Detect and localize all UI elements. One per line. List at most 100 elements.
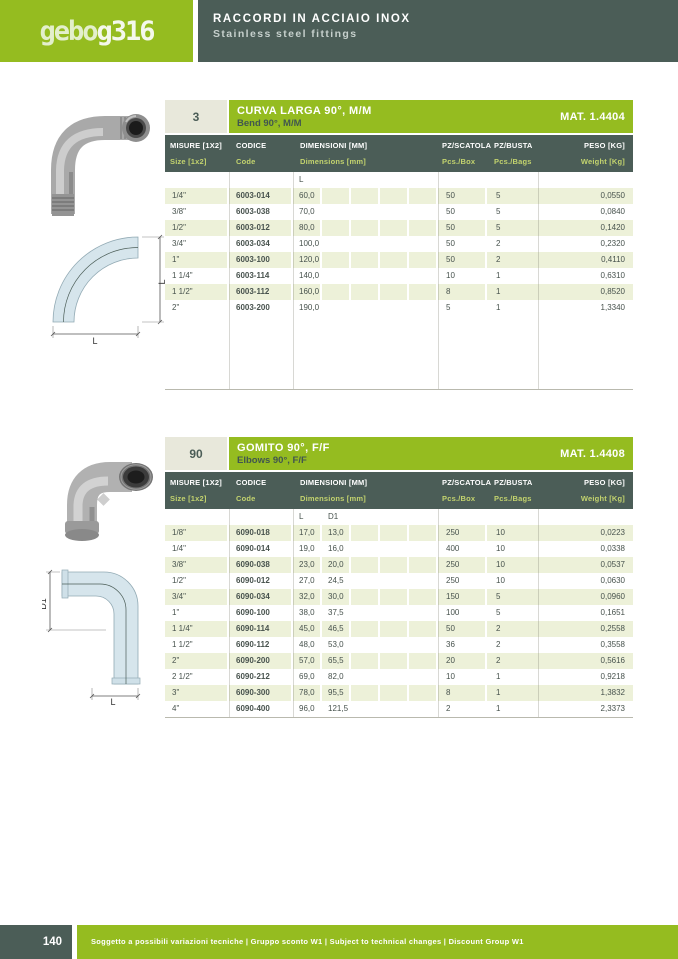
size-cell: 1/8" [165, 525, 229, 541]
dim-label-cell: L [293, 172, 322, 188]
dim-value-cell: 45,0 [293, 621, 322, 637]
table-body: L 1/4" 6003-014 60,0 50 5 0,0550 3/8" 6003-038 70… [165, 172, 633, 390]
column-header-dimensions: DIMENSIONI [MM] Dimensions [mm] [300, 141, 368, 166]
weight-cell: 1,3340 [600, 303, 625, 312]
dim-value-cell: 48,0 [293, 637, 322, 653]
bag-cell: 1 [496, 688, 501, 697]
size-cell: 1 1/2" [165, 284, 229, 300]
dim-value-cell: 30,0 [322, 589, 351, 605]
dim-value-cell [380, 685, 409, 701]
weight-cell: 0,0550 [600, 191, 625, 200]
table-body: L D1 1/8" 6090-018 17,0 13,0 250 10 0,0223 1/4" 60… [165, 509, 633, 718]
dim-value-cell: 27,0 [293, 573, 322, 589]
weight-cell: 0,9218 [600, 672, 625, 681]
size-cell [165, 509, 229, 525]
dim-value-cell: 57,0 [293, 653, 322, 669]
table-band: 90 GOMITO 90°, F/F Elbows 90°, F/F MAT. … [165, 437, 633, 470]
code-cell: 6090-212 [229, 669, 293, 685]
code-cell: 6090-012 [229, 573, 293, 589]
table-row: 1" 6003-100 120,0 50 2 0,4110 [165, 252, 633, 268]
dim-value-cell [351, 284, 380, 300]
box-cell: 2 [438, 701, 487, 717]
bend-drawing: L L [38, 222, 168, 347]
material-code: MAT. 1.4404 [560, 110, 625, 123]
size-cell: 3/8" [165, 204, 229, 220]
dim-value-cell [351, 525, 380, 541]
box-cell: 100 [438, 605, 487, 621]
dim-value-cell: 190,0 [293, 300, 322, 316]
box-cell: 50 [438, 236, 487, 252]
code-cell: 6003-012 [229, 220, 293, 236]
box-cell: 8 [438, 685, 487, 701]
dim-value-cell [351, 252, 380, 268]
dim-value-cell: 23,0 [293, 557, 322, 573]
dim-value-cell: 95,5 [322, 685, 351, 701]
size-cell: 1 1/4" [165, 268, 229, 284]
table-row: 4" 6090-400 96,0 121,5 2 1 2,3373 [165, 701, 633, 717]
box-cell: 8 [438, 284, 487, 300]
dim-value-cell [380, 557, 409, 573]
code-cell: 6090-112 [229, 637, 293, 653]
table-row: 3/4" 6090-034 32,0 30,0 150 5 0,0960 [165, 589, 633, 605]
size-cell: 1/4" [165, 188, 229, 204]
dim-value-cell: 20,0 [322, 557, 351, 573]
bend-photo [33, 92, 158, 222]
weight-cell [538, 509, 633, 525]
dim-value-cell: 96,0 [293, 701, 322, 717]
table-row: 2" 6090-200 57,0 65,5 20 2 0,5616 [165, 653, 633, 669]
dim-value-cell: 13,0 [322, 525, 351, 541]
code-cell: 6003-200 [229, 300, 293, 316]
dim-value-cell [322, 268, 351, 284]
box-cell: 10 [438, 669, 487, 685]
dim-label-cell: L [293, 509, 322, 525]
dim-value-cell [351, 653, 380, 669]
box-cell: 250 [438, 573, 487, 589]
dim-value-cell [409, 220, 438, 236]
column-divider [438, 509, 439, 717]
dim-value-cell: 160,0 [293, 284, 322, 300]
dim-value-cell [380, 637, 409, 653]
dim-value-cell [409, 188, 438, 204]
dim-value-cell [409, 637, 438, 653]
code-cell: 6003-112 [229, 284, 293, 300]
box-cell: 20 [438, 653, 487, 669]
dim-value-cell [409, 557, 438, 573]
dim-value-cell [409, 284, 438, 300]
bag-cell: 2 [496, 624, 501, 633]
dim-value-cell: 82,0 [322, 669, 351, 685]
table-title-bar: CURVA LARGA 90°, M/M Bend 90°, M/M MAT. … [229, 100, 633, 133]
table-title-english: Elbows 90°, F/F [237, 454, 307, 466]
dim-value-cell [351, 605, 380, 621]
dim-value-cell: 80,0 [293, 220, 322, 236]
bag-cell: 1 [496, 704, 501, 713]
column-divider [229, 172, 230, 389]
dim-value-cell [380, 605, 409, 621]
bag-cell: 10 [496, 576, 505, 585]
bend-photo-image [51, 114, 150, 216]
dim-value-cell [322, 204, 351, 220]
table-title-english: Bend 90°, M/M [237, 117, 302, 129]
box-cell: 50 [438, 204, 487, 220]
weight-cell: 2,3373 [600, 704, 625, 713]
dim-value-cell [380, 284, 409, 300]
table-row: 1/8" 6090-018 17,0 13,0 250 10 0,0223 [165, 525, 633, 541]
dim-value-cell [351, 188, 380, 204]
dim-value-cell [380, 541, 409, 557]
box-cell: 150 [438, 589, 487, 605]
table-row: 1 1/2" 6003-112 160,0 8 1 0,8520 [165, 284, 633, 300]
column-header-box: PZ/SCATOLA Pcs./Box [442, 141, 492, 166]
dim-value-cell: 140,0 [293, 268, 322, 284]
dim-value-cell [380, 653, 409, 669]
bag-cell: 2 [496, 239, 501, 248]
code-cell [229, 172, 293, 188]
dim-value-cell [380, 268, 409, 284]
product-ref-number: 3 [165, 100, 229, 133]
dim-value-cell [409, 589, 438, 605]
dim-value-cell [409, 525, 438, 541]
table-row: 2 1/2" 6090-212 69,0 82,0 10 1 0,9218 [165, 669, 633, 685]
bag-cell: 1 [496, 271, 501, 280]
dim-value-cell: 60,0 [293, 188, 322, 204]
weight-cell [538, 172, 633, 188]
dim-value-cell: 100,0 [293, 236, 322, 252]
table-row: 1/2" 6003-012 80,0 50 5 0,1420 [165, 220, 633, 236]
